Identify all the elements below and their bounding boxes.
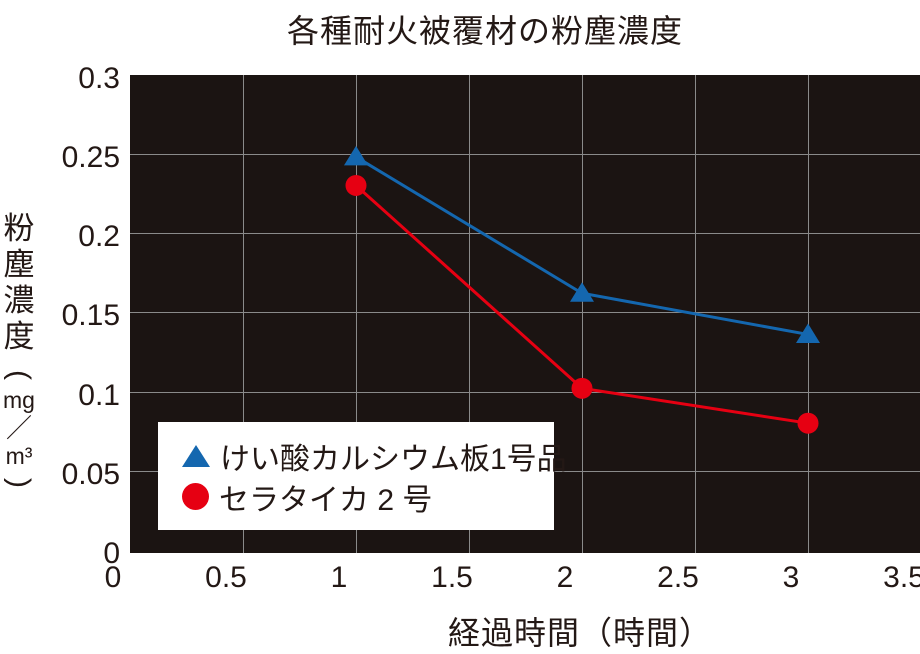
triangle-data-point <box>796 323 820 343</box>
circle-data-point <box>797 412 819 434</box>
x-tick-label: 0 <box>104 561 122 594</box>
y-tick-label: 0.2 <box>78 220 120 253</box>
triangle-data-point <box>344 145 368 166</box>
circle-data-point <box>345 174 367 196</box>
x-gridline <box>243 75 244 553</box>
chart-title: 各種耐火被覆材の粉塵濃度 <box>286 13 683 49</box>
y-gridline <box>130 154 920 155</box>
x-tick-label: 0.5 <box>205 561 247 594</box>
circle-data-point <box>571 377 593 399</box>
y-axis-title: 粉塵濃度 ( mg ／ m³ ) <box>2 211 36 493</box>
y-gridline <box>130 312 920 313</box>
legend-item-ceratica-2: セラタイカ 2 号 <box>182 476 544 517</box>
y-tick-label: 0.05 <box>61 458 120 491</box>
x-gridline <box>356 75 357 553</box>
circle-marker-icon <box>182 483 209 510</box>
data-series-layer <box>344 145 820 434</box>
y-axis-title-text: 粉塵濃度 <box>3 211 35 354</box>
triangle-marker-icon <box>182 444 210 467</box>
x-tick-label: 1.5 <box>431 561 473 594</box>
legend-label: けい酸カルシウム板1号品 <box>220 442 567 476</box>
y-tick-label: 0.3 <box>78 62 120 95</box>
y-axis-unit: ( mg ／ m³ ) <box>3 365 36 493</box>
x-tick-label: 2.5 <box>657 561 699 594</box>
x-axis-title: 経過時間（時間） <box>447 615 712 651</box>
x-tick-label: 3 <box>782 561 800 594</box>
plot-area: けい酸カルシウム板1号品 セラタイカ 2 号 <box>130 75 920 553</box>
x-tick-label: 2 <box>556 561 574 594</box>
x-gridline <box>469 75 470 553</box>
x-gridline <box>808 75 809 553</box>
y-tick-label: 0.15 <box>61 299 120 332</box>
x-tick-label: 1 <box>330 561 348 594</box>
y-tick-label: 0 <box>103 537 120 570</box>
triangle-data-point <box>570 282 594 302</box>
x-tick-label: 3.5 <box>883 561 920 594</box>
y-unit-fraction-slash-icon: ／ <box>5 413 32 443</box>
y-gridline <box>130 392 920 393</box>
x-gridline <box>582 75 583 553</box>
y-unit-numerator: mg <box>3 387 35 413</box>
y-unit-denominator: m³ <box>5 443 33 469</box>
y-gridline <box>130 233 920 234</box>
legend-item-calcium-silicate-board: けい酸カルシウム板1号品 <box>182 435 567 476</box>
y-tick-label: 0.1 <box>78 379 120 412</box>
y-tick-label: 0.25 <box>61 141 120 174</box>
legend: けい酸カルシウム板1号品 セラタイカ 2 号 <box>158 422 567 530</box>
legend-label: セラタイカ 2 号 <box>219 483 433 517</box>
